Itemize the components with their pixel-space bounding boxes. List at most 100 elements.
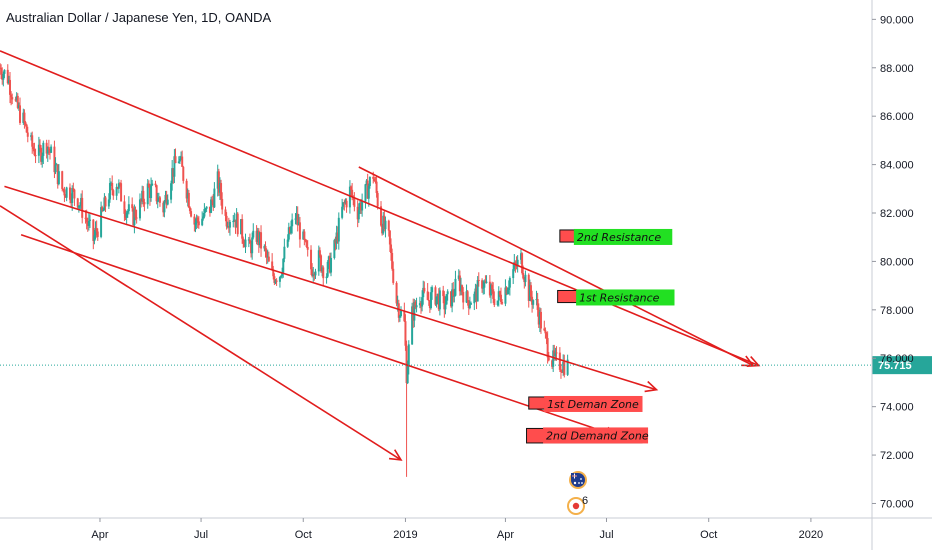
- candle-body: [388, 230, 391, 245]
- candle-body: [151, 183, 154, 186]
- candle-body: [212, 200, 215, 208]
- candle-body: [547, 357, 550, 361]
- candle-body: [506, 289, 509, 295]
- australia-flag-icon[interactable]: [569, 471, 587, 489]
- candle-body: [400, 310, 403, 316]
- y-tick-label: 74.000: [880, 402, 914, 414]
- candle-body: [124, 213, 127, 218]
- candle-body: [358, 203, 361, 211]
- candle-body: [287, 227, 290, 240]
- candle-body: [367, 185, 370, 199]
- candle-body: [228, 221, 231, 228]
- candle-body: [73, 189, 76, 199]
- candle-body: [444, 304, 447, 310]
- candle-body: [337, 217, 340, 242]
- zone-label: 1st Resistance: [579, 291, 660, 304]
- candle-body: [46, 147, 49, 154]
- candle-body: [32, 146, 35, 150]
- candle-body: [514, 262, 517, 265]
- candle-body: [524, 274, 527, 283]
- candle-body: [391, 253, 394, 269]
- candle-body: [181, 156, 184, 167]
- candle-body: [18, 105, 21, 123]
- candle-body: [438, 290, 441, 310]
- candle-body: [265, 250, 268, 258]
- candle-body: [158, 197, 161, 203]
- candle-body: [531, 296, 534, 305]
- candles: [0, 63, 569, 477]
- candle-body: [197, 221, 200, 226]
- candle-body: [275, 280, 278, 282]
- x-tick-label: Oct: [700, 529, 717, 541]
- candle-body: [273, 276, 276, 283]
- trend-line[interactable]: [0, 50, 760, 367]
- candle-body: [193, 216, 196, 225]
- trend-line[interactable]: [358, 166, 754, 367]
- candle-body: [411, 306, 414, 345]
- candle-body: [375, 181, 378, 194]
- candle-body: [504, 287, 507, 304]
- trend-line[interactable]: [0, 205, 402, 461]
- candle-body: [14, 99, 17, 101]
- candle-body: [26, 132, 29, 137]
- candle-body: [186, 192, 189, 199]
- candle-body: [123, 201, 126, 214]
- candle-body: [182, 166, 185, 181]
- candle-body: [459, 285, 462, 292]
- candle-body: [188, 207, 191, 212]
- candle-body: [446, 291, 449, 295]
- candle-body: [372, 176, 375, 179]
- candle-body: [403, 310, 406, 322]
- candle-body: [445, 294, 448, 305]
- candle-body: [291, 219, 294, 227]
- candle-body: [225, 215, 228, 227]
- candle-body: [224, 209, 227, 216]
- trend-line[interactable]: [4, 185, 657, 391]
- candle-body: [483, 281, 486, 288]
- y-tick-label: 82.000: [880, 208, 914, 220]
- candle-body: [0, 67, 3, 75]
- candle-body: [280, 275, 283, 278]
- candle-body: [134, 209, 137, 218]
- candle-body: [477, 279, 480, 281]
- candle-body: [442, 290, 445, 297]
- candle-body: [42, 142, 45, 156]
- candle-body: [162, 202, 165, 213]
- candle-body: [443, 296, 446, 310]
- trend-arrowhead: [388, 449, 403, 461]
- candle-body: [481, 280, 484, 289]
- candle-body: [484, 281, 487, 283]
- candle-body: [426, 291, 429, 300]
- trend-line[interactable]: [20, 234, 617, 437]
- candle-body: [236, 213, 239, 235]
- price-scale[interactable]: 90.000 88.000 86.000 84.000 82.000 80.000 78.0…: [871, 0, 914, 550]
- event-count: 6: [582, 495, 588, 507]
- candle-body: [493, 298, 496, 306]
- candle-body: [345, 200, 348, 208]
- candle-body: [88, 219, 91, 221]
- candle-body: [170, 183, 173, 200]
- candle-body: [545, 333, 548, 339]
- candle-body: [341, 206, 344, 218]
- time-scale[interactable]: Apr Jul Oct 2019 Apr Jul Oct 2020: [0, 517, 932, 541]
- candle-body: [221, 198, 224, 210]
- candle-body: [497, 291, 500, 301]
- candle-body: [110, 182, 113, 184]
- candle-body: [414, 302, 417, 308]
- candle-body: [467, 300, 470, 309]
- candle-body: [451, 289, 454, 307]
- candle-body: [413, 302, 416, 321]
- japan-event-icon[interactable]: 6: [567, 495, 588, 515]
- candle-body: [473, 293, 476, 304]
- candle-body: [290, 226, 293, 234]
- candle-body: [469, 303, 472, 305]
- candle-body: [41, 155, 44, 162]
- candle-body: [552, 350, 555, 367]
- candle-body: [532, 300, 535, 305]
- candle-body: [330, 257, 333, 273]
- candle-body: [427, 299, 430, 301]
- candle-body: [387, 220, 390, 231]
- candle-body: [112, 190, 115, 196]
- candle-body: [93, 235, 96, 241]
